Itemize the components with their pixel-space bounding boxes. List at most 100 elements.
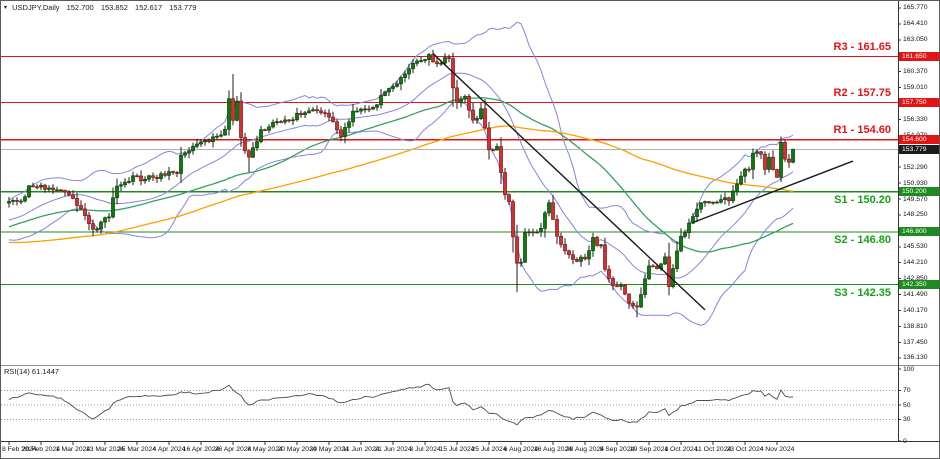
bear-candle — [435, 61, 439, 65]
bear-candle — [91, 223, 95, 230]
bull-candle — [679, 235, 683, 252]
level-price-badge: 150.200 — [899, 187, 939, 197]
bear-candle — [175, 172, 179, 174]
ma-fast-line — [8, 97, 794, 253]
bull-candle — [723, 197, 727, 200]
bull-candle — [351, 110, 355, 123]
bull-candle — [39, 184, 43, 188]
bull-candle — [695, 208, 699, 217]
price-tick-label: 149.570 — [903, 195, 928, 203]
bull-candle — [579, 256, 583, 262]
date-axis-label: 4 Nov 2024 — [759, 446, 795, 453]
date-axis-label: 11 Jun 2024 — [342, 446, 380, 453]
current-price-badge: 153.779 — [899, 145, 939, 154]
bull-candle — [295, 112, 299, 121]
bull-candle — [527, 231, 531, 234]
bear-candle — [759, 151, 763, 155]
bull-candle — [103, 217, 107, 223]
price-tick-label: 160.370 — [903, 68, 928, 76]
bear-candle — [455, 87, 459, 103]
price-tick-label: 137.450 — [903, 338, 928, 346]
bear-candle — [707, 201, 711, 204]
date-axis-label: 4 Apr 2024 — [152, 446, 186, 453]
level-label-r2[interactable]: R2 - 157.75 — [833, 87, 891, 100]
bull-candle — [371, 106, 375, 110]
bull-candle — [311, 109, 315, 112]
bull-candle — [159, 173, 163, 180]
ohlc-low-value: 152.617 — [135, 3, 163, 12]
bull-candle — [403, 73, 407, 78]
bull-candle — [275, 121, 279, 123]
trendline-1[interactable] — [432, 53, 706, 311]
bull-candle — [379, 95, 383, 106]
ohlc-open-value: 152.700 — [66, 3, 94, 12]
level-label-r1[interactable]: R1 - 154.60 — [833, 124, 891, 137]
bear-candle — [43, 184, 47, 190]
bear-candle — [327, 112, 331, 118]
level-label-s1[interactable]: S1 - 150.20 — [834, 194, 891, 207]
date-axis-label: 26 Apr 2024 — [214, 446, 252, 453]
bear-candle — [247, 150, 251, 158]
date-axis-label: 1 Mar 2024 — [55, 446, 91, 453]
bull-candle — [143, 178, 147, 182]
bear-candle — [503, 172, 507, 196]
bull-candle — [355, 110, 359, 113]
bull-candle — [127, 181, 131, 183]
price-tick-label: 152.290 — [903, 163, 928, 171]
rsi-scale-label: 50 — [903, 401, 911, 409]
price-tick-label: 163.050 — [903, 36, 928, 44]
bear-candle — [139, 175, 143, 182]
bull-candle — [791, 149, 795, 163]
bear-candle — [315, 109, 319, 112]
date-axis-label: 16 Aug 2024 — [533, 446, 573, 453]
bull-candle — [179, 154, 183, 174]
date-axis-label: 25 Jul 2024 — [471, 446, 507, 453]
bull-candle — [7, 201, 11, 204]
bear-candle — [319, 110, 323, 114]
rsi-line — [8, 383, 794, 426]
date-axis-label: 19 Sep 2024 — [629, 446, 669, 453]
bear-candle — [239, 100, 243, 138]
bear-candle — [279, 121, 283, 123]
bollinger-middle-band — [8, 72, 794, 279]
bear-candle — [483, 108, 487, 129]
level-label-r3[interactable]: R3 - 161.65 — [833, 41, 891, 54]
bear-candle — [595, 237, 599, 246]
date-axis-label: 20 May 2024 — [277, 446, 317, 453]
bear-candle — [323, 112, 327, 115]
bull-candle — [203, 140, 207, 143]
bear-candle — [667, 256, 671, 287]
bollinger-upper-band — [8, 21, 794, 244]
date-axis-label: 20 Feb 2024 — [21, 446, 61, 453]
bear-candle — [171, 171, 175, 173]
rsi-scale-label: 30 — [903, 415, 911, 423]
bull-candle — [459, 98, 463, 103]
bull-candle — [767, 156, 771, 170]
bull-candle — [443, 57, 447, 64]
trendline-2[interactable] — [692, 160, 854, 224]
rsi-indicator-label: RSI(14) 61.1447 — [4, 367, 60, 376]
bear-candle — [771, 156, 775, 170]
bear-candle — [83, 208, 87, 216]
bull-candle — [119, 184, 123, 187]
bear-candle — [651, 265, 655, 268]
date-axis-label: 3 Jul 2024 — [409, 446, 441, 453]
bear-candle — [575, 259, 579, 262]
bull-candle — [111, 197, 115, 218]
bear-candle — [563, 244, 567, 252]
bull-candle — [283, 119, 287, 123]
bull-candle — [395, 83, 399, 87]
bear-candle — [627, 293, 631, 304]
bull-candle — [195, 143, 199, 147]
level-label-s2[interactable]: S2 - 146.80 — [834, 234, 891, 247]
level-label-s3[interactable]: S3 - 142.35 — [834, 287, 891, 299]
bull-candle — [683, 232, 687, 237]
price-tick-label: 156.330 — [903, 115, 928, 123]
bull-candle — [599, 244, 603, 247]
bull-candle — [55, 189, 59, 192]
bull-candle — [439, 62, 443, 65]
bull-candle — [675, 250, 679, 269]
bull-candle — [407, 68, 411, 75]
